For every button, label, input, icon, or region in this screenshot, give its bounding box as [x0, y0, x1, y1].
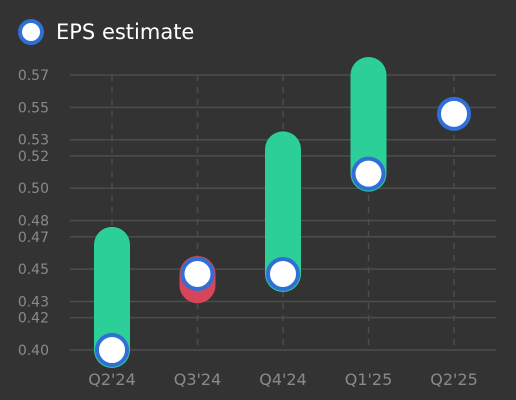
estimate-point: [95, 333, 129, 367]
y-tick-label: 0.55: [18, 100, 49, 116]
legend-marker-icon: [18, 19, 44, 45]
y-tick-label: 0.53: [18, 133, 49, 149]
x-tick-label: Q4'24: [259, 370, 307, 389]
y-tick-label: 0.40: [18, 343, 49, 359]
y-tick-label: 0.45: [18, 262, 49, 278]
range-bar: [94, 226, 130, 368]
legend-label: EPS estimate: [56, 20, 195, 44]
y-tick-label: 0.52: [18, 149, 49, 165]
y-tick-label: 0.47: [18, 230, 49, 246]
y-tick-label: 0.42: [18, 311, 49, 327]
y-tick-label: 0.48: [18, 214, 49, 230]
legend: EPS estimate: [18, 19, 194, 45]
y-tick-label: 0.50: [18, 181, 49, 197]
estimate-point: [351, 156, 386, 191]
x-tick-label: Q2'24: [88, 370, 136, 389]
x-tick-label: Q1'25: [345, 370, 393, 389]
range-bar: [350, 57, 387, 192]
x-tick-label: Q2'25: [430, 370, 478, 389]
estimate-point: [437, 96, 471, 131]
y-tick-label: 0.43: [18, 294, 49, 310]
estimate-point: [266, 256, 300, 291]
range-bar: [265, 131, 301, 292]
estimate-point: [180, 256, 215, 291]
x-tick-label: Q3'24: [174, 370, 222, 389]
y-tick-label: 0.57: [18, 68, 49, 84]
